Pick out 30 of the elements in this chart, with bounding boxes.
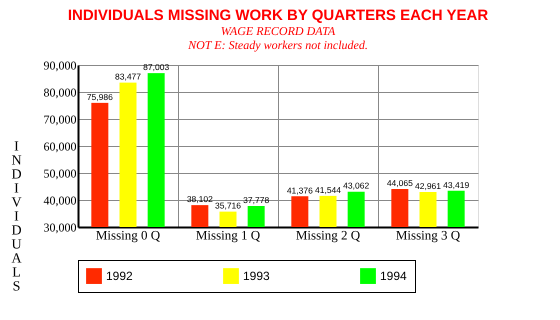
- data-label: 38,102: [186, 194, 214, 204]
- legend-label: 1994: [380, 269, 408, 284]
- legend-label: 1992: [106, 269, 134, 284]
- data-label: 87,003: [143, 62, 170, 72]
- legend-label: 1993: [243, 269, 270, 284]
- y-tick-label: 60,000: [44, 140, 76, 154]
- data-label: 43,062: [343, 180, 370, 191]
- data-label: 44,065: [386, 178, 414, 188]
- y-tick-label: 80,000: [44, 86, 76, 100]
- chart-title: INDIVIDUALS MISSING WORK BY QUARTERS EACH YEAR: [68, 7, 488, 24]
- data-label: 37,778: [243, 195, 270, 205]
- y-tick-label: 90,000: [44, 58, 76, 72]
- data-label: 42,961: [415, 181, 442, 192]
- data-label: 35,716: [215, 200, 242, 211]
- chart-subtitle: WAGE RECORD DATA: [220, 24, 336, 38]
- data-label: 43,419: [443, 180, 470, 190]
- data-label: 41,544: [315, 184, 342, 195]
- y-tick-label: 50,000: [44, 166, 76, 180]
- text: NOT E: Steady workers not included.: [187, 38, 368, 52]
- x-tick-label: Missing 2 Q: [296, 228, 361, 242]
- data-label: 83,477: [115, 72, 142, 82]
- x-tick-label: Missing 3 Q: [396, 228, 461, 242]
- data-label: 41,376: [286, 185, 314, 196]
- data-label: 75,986: [86, 92, 114, 102]
- x-tick-label: Missing 1 Q: [196, 228, 261, 242]
- x-tick-label: Missing 0 Q: [96, 228, 161, 242]
- y-tick-label: 30,000: [44, 220, 76, 234]
- text: INDIVIDUALS: [11, 140, 22, 294]
- y-tick-label: 40,000: [44, 194, 76, 208]
- y-tick-label: 70,000: [44, 112, 76, 126]
